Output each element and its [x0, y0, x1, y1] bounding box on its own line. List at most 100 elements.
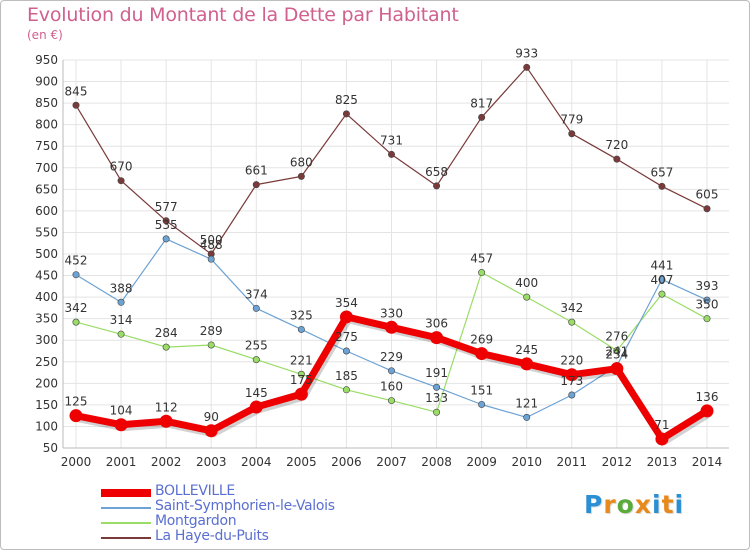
y-tick-label: 450 [35, 269, 58, 283]
data-label-montgardon: 133 [425, 391, 448, 405]
data-label-montgardon: 276 [605, 330, 628, 344]
y-tick-label: 700 [35, 161, 58, 175]
data-point-la-haye-du-puits [703, 205, 711, 213]
data-point-bolleville [249, 400, 263, 414]
y-tick-label: 50 [43, 441, 58, 455]
data-point-bolleville [339, 310, 353, 324]
data-point-saint-symphorien-le-valois [703, 296, 711, 304]
data-label-saint-symphorien-le-valois: 535 [155, 218, 178, 232]
data-label-saint-symphorien-le-valois: 229 [380, 350, 403, 364]
data-label-la-haye-du-puits: 577 [155, 200, 178, 214]
data-point-montgardon [658, 290, 666, 298]
logo-letter: P [584, 490, 604, 519]
data-label-saint-symphorien-le-valois: 325 [290, 308, 313, 322]
data-point-montgardon [703, 315, 711, 323]
data-point-la-haye-du-puits [433, 182, 441, 190]
data-label-saint-symphorien-le-valois: 173 [560, 374, 583, 388]
data-point-saint-symphorien-le-valois [433, 383, 441, 391]
data-label-bolleville: 245 [515, 343, 538, 357]
x-tick-label: 2002 [151, 455, 182, 469]
y-tick-label: 350 [35, 312, 58, 326]
y-tick-label: 650 [35, 182, 58, 196]
data-label-bolleville: 175 [290, 373, 313, 387]
data-label-saint-symphorien-le-valois: 441 [650, 258, 673, 272]
x-tick-label: 2005 [286, 455, 317, 469]
x-tick-label: 2012 [602, 455, 633, 469]
y-tick-label: 250 [35, 355, 58, 369]
data-label-la-haye-du-puits: 657 [650, 165, 673, 179]
data-label-montgardon: 160 [380, 380, 403, 394]
data-point-saint-symphorien-le-valois [162, 235, 170, 243]
legend-swatch [101, 488, 151, 497]
data-point-la-haye-du-puits [478, 113, 486, 121]
data-point-la-haye-du-puits [162, 217, 170, 225]
data-point-la-haye-du-puits [523, 63, 531, 71]
data-label-montgardon: 350 [696, 298, 719, 312]
data-point-la-haye-du-puits [387, 150, 395, 158]
x-tick-label: 2010 [511, 455, 542, 469]
data-point-bolleville [294, 387, 308, 401]
y-tick-label: 500 [35, 247, 58, 261]
logo-letter: o [616, 490, 635, 519]
data-point-montgardon [72, 318, 80, 326]
data-label-bolleville: 71 [654, 418, 669, 432]
chart-title: Evolution du Montant de la Dette par Hab… [27, 4, 459, 26]
data-point-saint-symphorien-le-valois [342, 347, 350, 355]
data-point-montgardon [207, 341, 215, 349]
data-label-saint-symphorien-le-valois: 393 [696, 279, 719, 293]
legend-swatch [101, 536, 151, 539]
data-point-bolleville [69, 409, 83, 423]
legend-label: BOLLEVILLE [155, 483, 235, 499]
data-label-montgardon: 342 [560, 301, 583, 315]
data-label-montgardon: 221 [290, 353, 313, 367]
x-tick-label: 2001 [106, 455, 137, 469]
data-label-la-haye-du-puits: 845 [65, 84, 88, 98]
data-label-la-haye-du-puits: 661 [245, 164, 268, 178]
data-label-montgardon: 255 [245, 339, 268, 353]
data-label-la-haye-du-puits: 670 [110, 160, 133, 174]
data-label-montgardon: 185 [335, 369, 358, 383]
data-label-la-haye-du-puits: 731 [380, 133, 403, 147]
data-point-montgardon [478, 269, 486, 277]
data-point-bolleville [204, 424, 218, 438]
data-point-bolleville [385, 320, 398, 334]
data-label-saint-symphorien-le-valois: 452 [65, 254, 88, 268]
data-point-la-haye-du-puits [117, 177, 125, 185]
data-point-montgardon [433, 408, 441, 416]
data-label-saint-symphorien-le-valois: 388 [110, 281, 133, 295]
data-point-saint-symphorien-le-valois [297, 325, 305, 333]
data-point-bolleville [114, 418, 128, 432]
data-label-bolleville: 104 [110, 404, 133, 418]
data-point-montgardon [523, 293, 531, 301]
data-label-bolleville: 330 [380, 306, 403, 320]
data-label-la-haye-du-puits: 720 [605, 138, 628, 152]
data-label-bolleville: 220 [560, 354, 583, 368]
data-label-la-haye-du-puits: 817 [470, 96, 493, 110]
legend-label: La Haye-du-Puits [155, 528, 269, 544]
data-label-la-haye-du-puits: 933 [515, 46, 538, 60]
data-point-saint-symphorien-le-valois [523, 413, 531, 421]
data-label-bolleville: 136 [696, 390, 719, 404]
data-point-bolleville [655, 432, 669, 446]
x-tick-label: 2003 [196, 455, 227, 469]
data-point-bolleville [430, 331, 444, 345]
data-point-bolleville [475, 347, 489, 361]
x-tick-label: 2000 [61, 455, 92, 469]
y-tick-label: 550 [35, 225, 58, 239]
data-point-la-haye-du-puits [342, 110, 350, 118]
data-label-bolleville: 112 [155, 400, 178, 414]
data-label-la-haye-du-puits: 779 [560, 113, 583, 127]
data-point-saint-symphorien-le-valois [658, 275, 666, 283]
data-label-bolleville: 145 [245, 386, 268, 400]
data-label-la-haye-du-puits: 605 [696, 188, 719, 202]
legend-label: Montgardon [155, 513, 237, 529]
data-point-saint-symphorien-le-valois [568, 391, 576, 399]
data-point-la-haye-du-puits [72, 101, 80, 109]
y-tick-label: 100 [35, 419, 58, 433]
data-label-bolleville: 125 [65, 395, 88, 409]
y-tick-label: 200 [35, 376, 58, 390]
data-label-saint-symphorien-le-valois: 151 [470, 383, 493, 397]
x-tick-label: 2007 [376, 455, 407, 469]
data-label-saint-symphorien-le-valois: 241 [605, 345, 628, 359]
